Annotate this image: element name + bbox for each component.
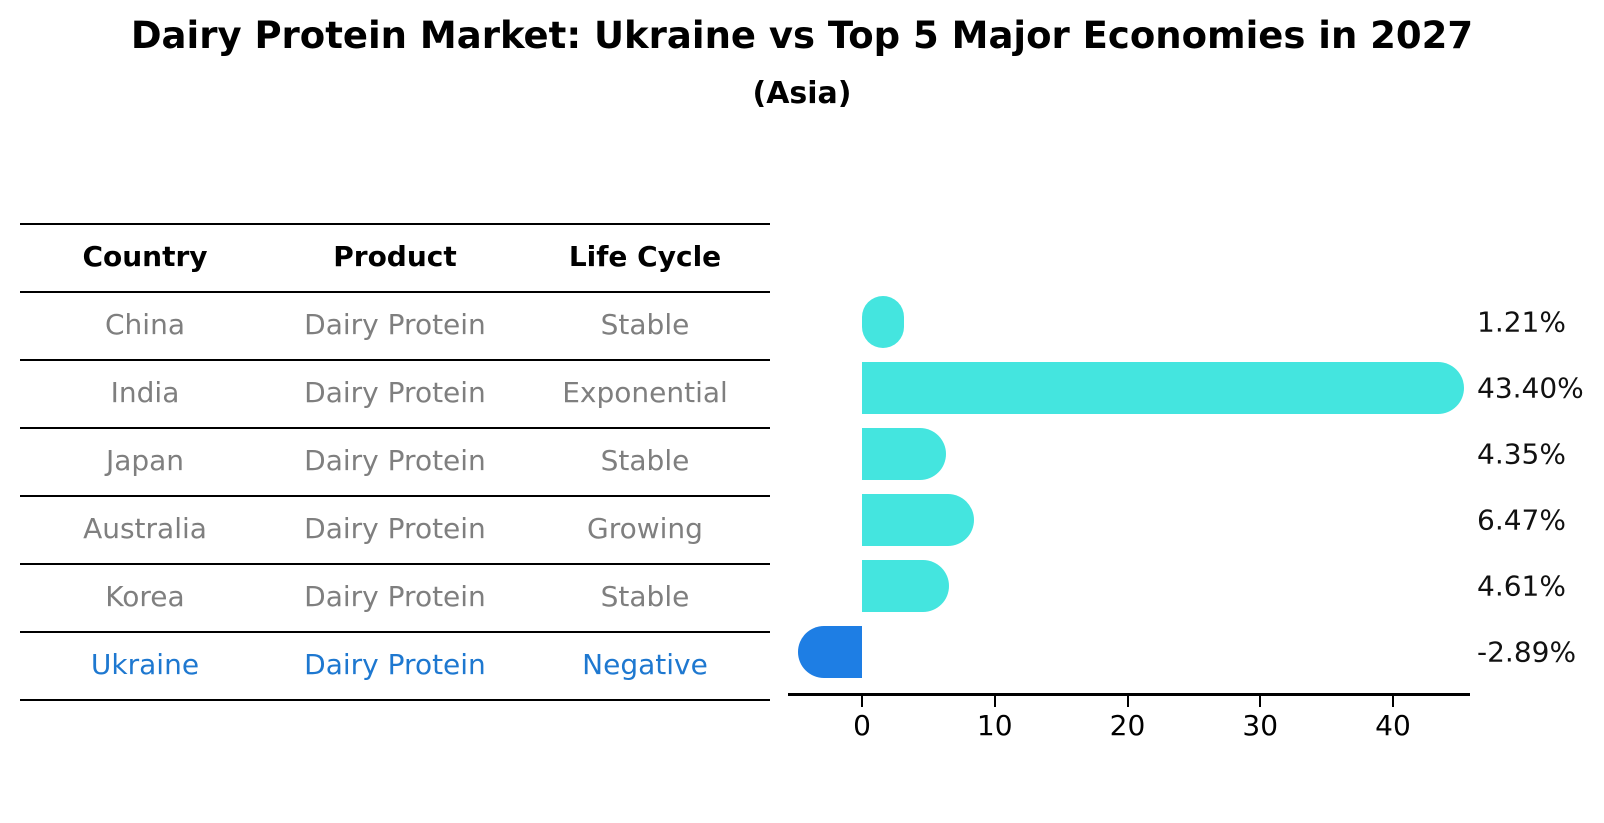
table-header-row: Country Product Life Cycle xyxy=(20,223,770,291)
table-cell-lifecycle: Stable xyxy=(600,444,690,477)
table-cell-product: Dairy Protein xyxy=(304,376,486,409)
bar-korea xyxy=(862,560,950,612)
value-label-australia: 6.47% xyxy=(1477,503,1566,537)
table-cell-country: Australia xyxy=(83,512,207,545)
country-table: Country Product Life Cycle China Dairy Prot… xyxy=(20,223,770,701)
x-tick-label-0: 0 xyxy=(853,709,871,742)
x-tick-30 xyxy=(1259,696,1262,707)
x-tick-label-30: 30 xyxy=(1242,709,1279,742)
bar-australia xyxy=(862,494,974,546)
table-cell-lifecycle: Negative xyxy=(582,648,708,681)
value-label-korea: 4.61% xyxy=(1477,569,1566,603)
value-label-japan: 4.35% xyxy=(1477,437,1566,471)
chart-subtitle: (Asia) xyxy=(752,76,852,111)
header-cell: Country xyxy=(82,240,208,273)
x-tick-0 xyxy=(861,696,863,707)
table-row: Australia Dairy Protein Growing xyxy=(20,495,770,563)
table-cell-product: Dairy Protein xyxy=(304,308,486,341)
table-cell-product: Dairy Protein xyxy=(304,444,486,477)
bar-ukraine xyxy=(797,626,862,678)
table-cell-country: Japan xyxy=(105,444,185,477)
x-tick-label-20: 20 xyxy=(1109,709,1146,742)
x-axis-line xyxy=(788,693,1470,696)
table-cell-lifecycle: Exponential xyxy=(562,376,728,409)
table-cell-country: Korea xyxy=(105,580,185,613)
value-label-ukraine: -2.89% xyxy=(1477,635,1577,669)
bar-japan xyxy=(862,428,946,480)
x-tick-10 xyxy=(993,696,996,707)
x-tick-20 xyxy=(1126,696,1129,707)
x-tick-label-40: 40 xyxy=(1375,709,1411,742)
table-row: India Dairy Protein Exponential xyxy=(20,359,770,427)
x-tick-40 xyxy=(1392,696,1394,707)
table-cell-country: Ukraine xyxy=(90,648,200,681)
value-label-china: 1.21% xyxy=(1477,305,1566,339)
table-cell-lifecycle: Growing xyxy=(587,512,703,545)
bar-china xyxy=(862,296,905,348)
table-cell-product: Dairy Protein xyxy=(304,580,486,613)
header-cell: Life Cycle xyxy=(568,240,722,273)
table-row: China Dairy Protein Stable xyxy=(20,291,770,359)
table-cell-lifecycle: Stable xyxy=(600,580,690,613)
value-label-india: 43.40% xyxy=(1477,371,1584,405)
table-cell-country: China xyxy=(105,308,185,341)
table-body: China Dairy Protein Stable India Dairy Prote… xyxy=(20,291,770,699)
x-tick-label-10: 10 xyxy=(976,709,1013,742)
table-row: Korea Dairy Protein Stable xyxy=(20,563,770,631)
table-row: Japan Dairy Protein Stable xyxy=(20,427,770,495)
header-cell: Product xyxy=(333,240,457,273)
table-cell-product: Dairy Protein xyxy=(304,648,486,681)
chart-title: Dairy Protein Market: Ukraine vs Top 5 M… xyxy=(130,14,1474,57)
table-cell-product: Dairy Protein xyxy=(304,512,486,545)
table-cell-lifecycle: Stable xyxy=(600,308,690,341)
table-row: Ukraine Dairy Protein Negative xyxy=(20,631,770,699)
bar-india xyxy=(862,362,1465,414)
table-cell-country: India xyxy=(110,376,180,409)
